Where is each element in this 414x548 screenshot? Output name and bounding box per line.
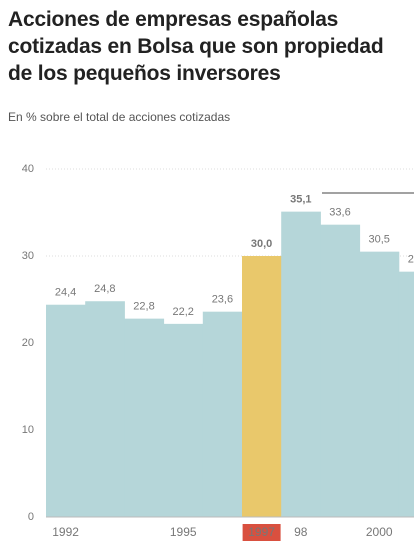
value-label: 33,6 xyxy=(329,207,350,219)
y-tick-label: 20 xyxy=(22,337,34,349)
bar xyxy=(281,211,321,517)
bar xyxy=(398,271,414,517)
bar xyxy=(320,224,361,517)
chart-title: Acciones de empresas españolas cotizadas… xyxy=(8,8,384,85)
x-tick-label: 98 xyxy=(294,525,308,539)
value-label: 30,5 xyxy=(368,234,389,246)
value-label: 22,2 xyxy=(172,306,193,318)
chart-subtitle: En % sobre el total de acciones cotizada… xyxy=(8,110,231,124)
y-tick-label: 0 xyxy=(28,511,34,523)
x-tick-label: 1997 xyxy=(248,525,275,539)
y-tick-label: 30 xyxy=(22,250,34,262)
bar xyxy=(242,256,282,517)
highlight-box xyxy=(242,524,281,541)
x-tick-label: 1992 xyxy=(52,525,79,539)
y-tick-label: 40 xyxy=(22,163,34,175)
value-label: 22,8 xyxy=(133,301,154,313)
y-tick-label: 10 xyxy=(22,424,34,436)
bar xyxy=(124,318,165,517)
value-label: 23,6 xyxy=(212,294,233,306)
bar xyxy=(163,323,204,517)
x-tick-label: 1995 xyxy=(170,525,197,539)
x-tick-label: 2000 xyxy=(366,525,393,539)
bar xyxy=(46,304,86,517)
bar xyxy=(359,251,400,517)
value-label: 35,1 xyxy=(290,194,311,206)
value-label: 28,2 xyxy=(408,254,414,266)
bar xyxy=(85,301,125,517)
value-label: 24,4 xyxy=(55,287,76,299)
value-label: 24,8 xyxy=(94,283,115,295)
value-label: 30,0 xyxy=(251,238,272,250)
bar xyxy=(202,311,243,517)
